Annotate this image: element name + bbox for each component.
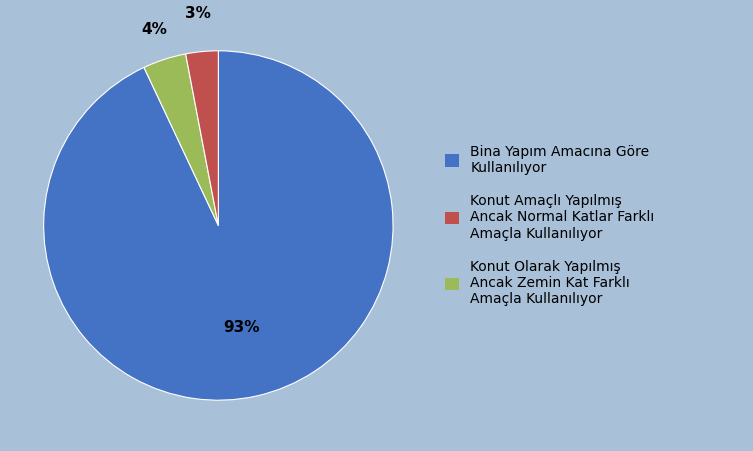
Wedge shape	[186, 51, 218, 226]
Text: 4%: 4%	[142, 22, 168, 37]
Text: 93%: 93%	[223, 320, 260, 335]
Text: 3%: 3%	[185, 6, 212, 21]
Legend: Bina Yapım Amacına Göre
Kullanılıyor, Konut Amaçlı Yapılmış
Ancak Normal Katlar : Bina Yapım Amacına Göre Kullanılıyor, Ko…	[445, 145, 654, 306]
Wedge shape	[144, 54, 218, 226]
Wedge shape	[44, 51, 393, 400]
